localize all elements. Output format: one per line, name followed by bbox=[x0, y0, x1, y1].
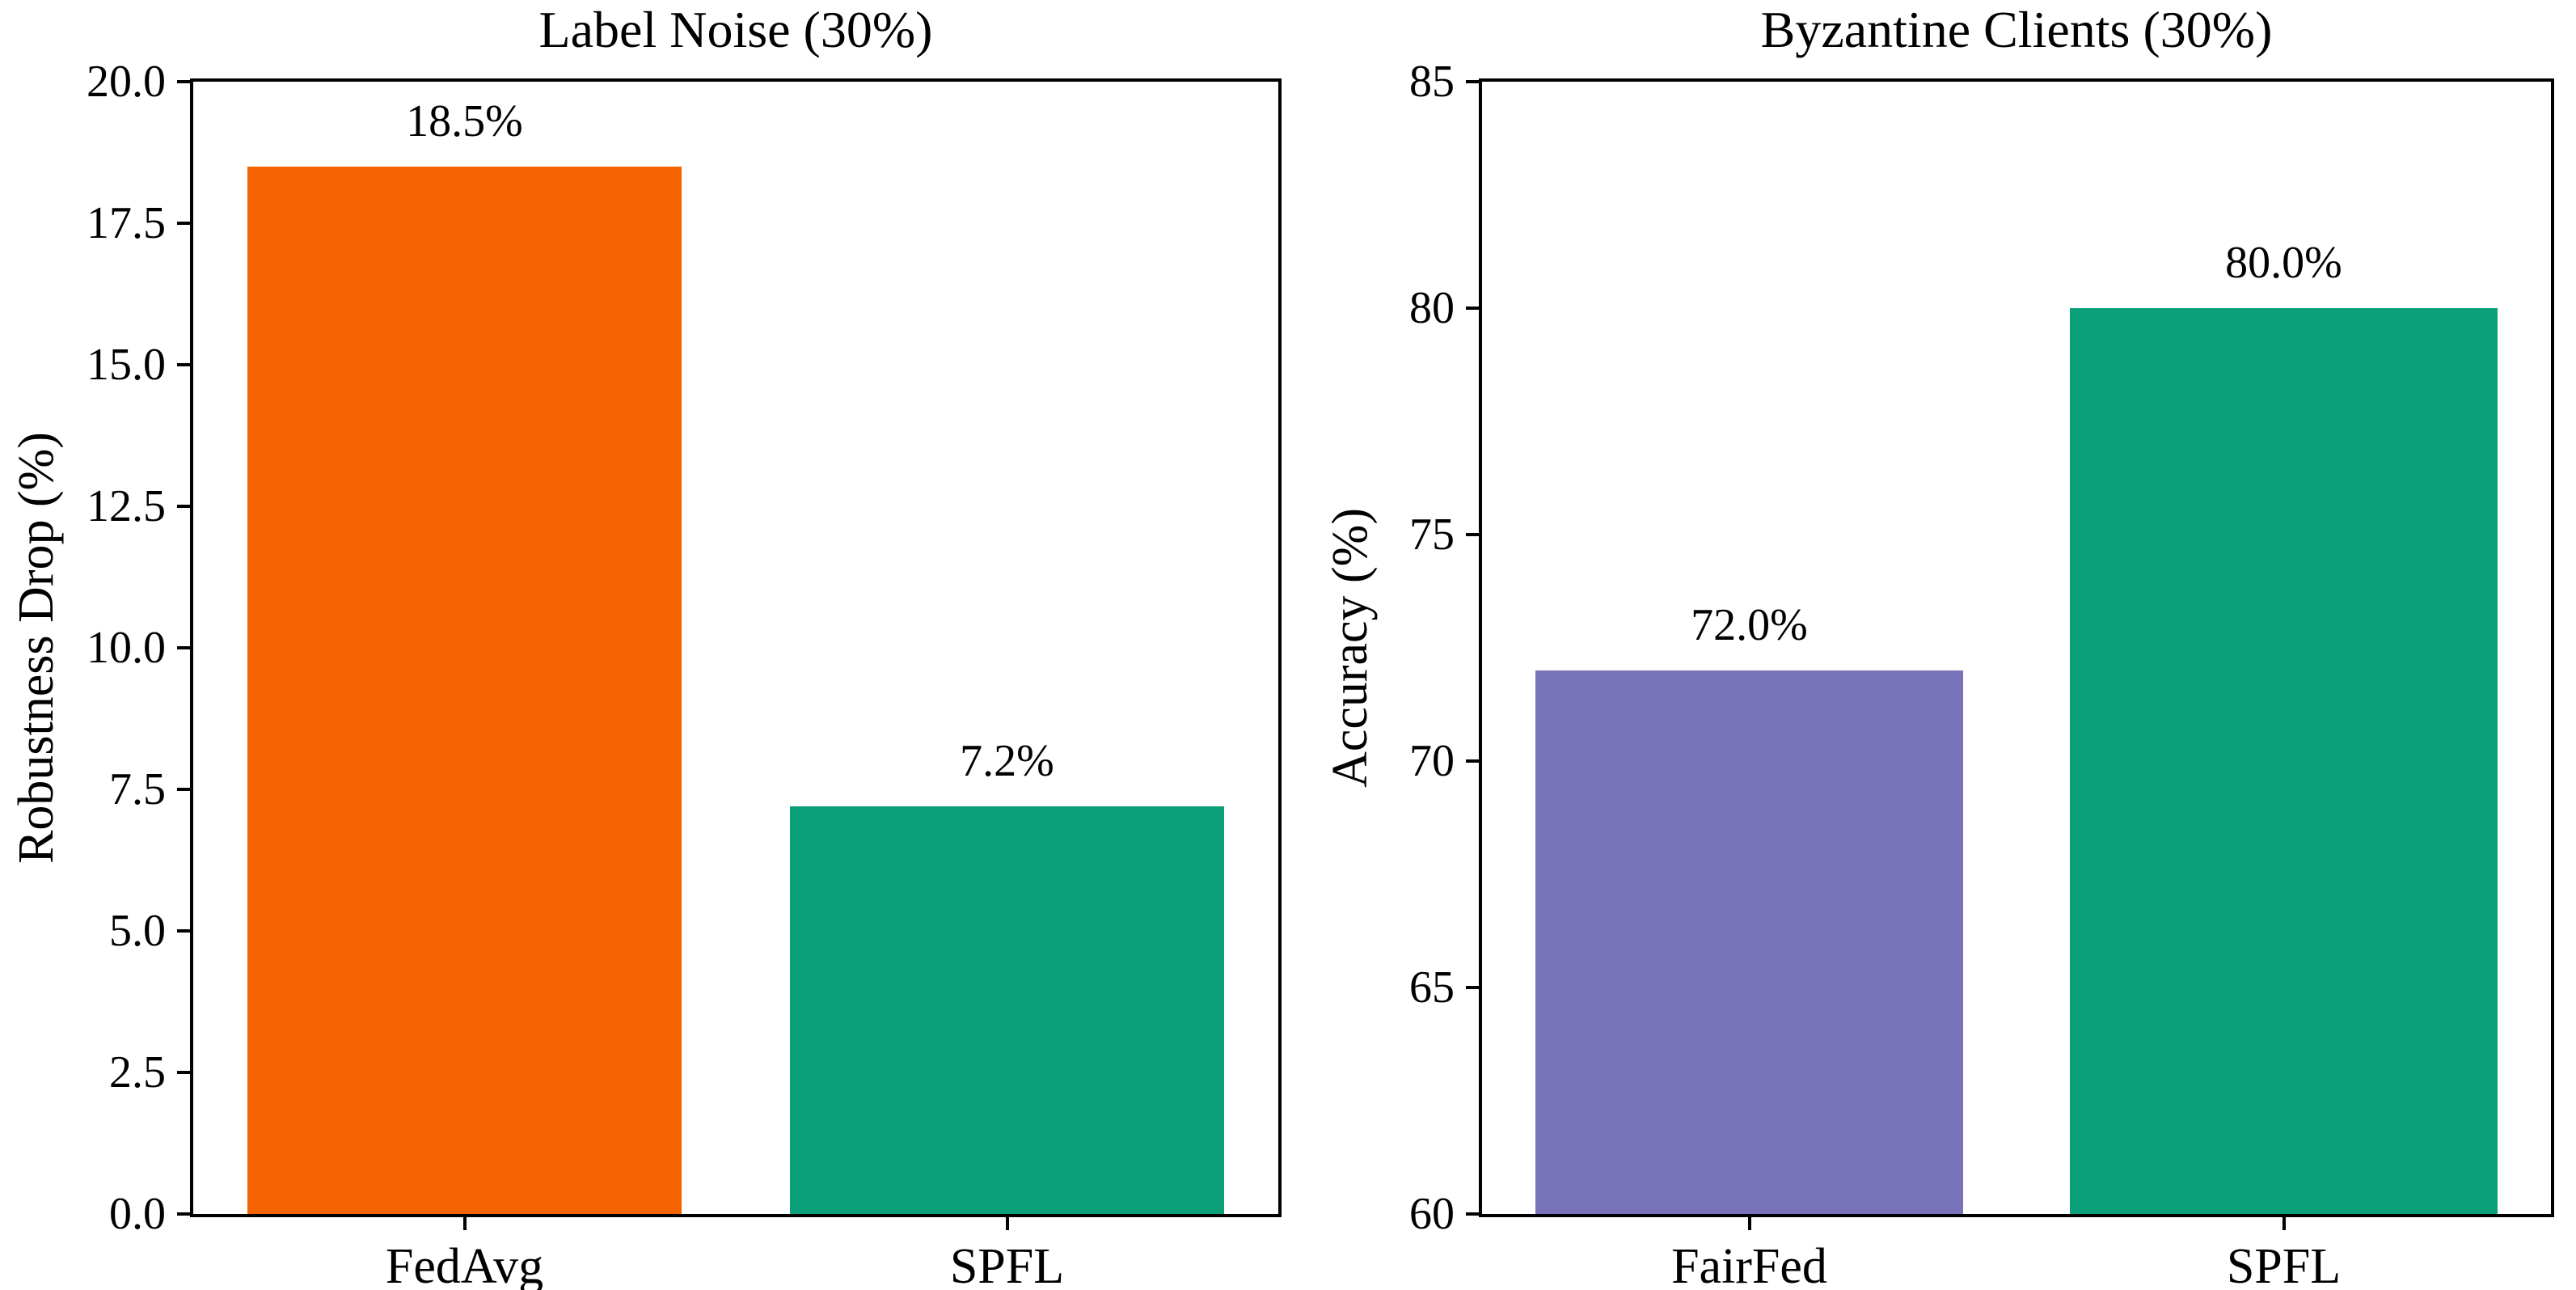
y-tick-label: 60 bbox=[1409, 1189, 1455, 1239]
x-tick-label: SPFL bbox=[949, 1239, 1065, 1290]
bar-value-label: 80.0% bbox=[2225, 238, 2342, 288]
y-tick-mark bbox=[177, 646, 190, 649]
chart-title-byzantine-clients: Byzantine Clients (30%) bbox=[1760, 1, 2273, 58]
bar-value-label: 72.0% bbox=[1691, 600, 1808, 650]
y-tick-label: 2.5 bbox=[109, 1047, 166, 1098]
y-tick-mark bbox=[1466, 1212, 1479, 1216]
y-tick-mark bbox=[1466, 533, 1479, 536]
y-tick-mark bbox=[1466, 307, 1479, 310]
y-axis-label-wrap-right: Accuracy (%) bbox=[1322, 78, 1379, 1217]
y-tick-mark bbox=[177, 363, 190, 366]
y-tick-mark bbox=[1466, 80, 1479, 83]
y-tick-label: 75 bbox=[1409, 510, 1455, 560]
x-tick-mark bbox=[1747, 1217, 1751, 1230]
y-tick-label: 85 bbox=[1409, 57, 1455, 107]
x-tick-label: FairFed bbox=[1671, 1239, 1827, 1290]
bar-spfl bbox=[790, 806, 1224, 1214]
y-tick-label: 65 bbox=[1409, 962, 1455, 1013]
chart-title-label-noise: Label Noise (30%) bbox=[538, 1, 933, 58]
y-tick-label: 80 bbox=[1409, 283, 1455, 333]
y-tick-label: 0.0 bbox=[109, 1189, 166, 1239]
bar-value-label: 7.2% bbox=[960, 736, 1054, 786]
y-tick-label: 7.5 bbox=[109, 764, 166, 814]
y-axis-label-robustness-drop: Robustness Drop (%) bbox=[9, 432, 64, 864]
plot-area-byzantine-clients: 60 65 70 75 80 85 72.0% FairFed 80.0% SPFL bbox=[1409, 59, 2554, 1290]
y-tick-label: 10.0 bbox=[87, 623, 166, 673]
y-tick-mark bbox=[177, 80, 190, 83]
y-tick-label: 70 bbox=[1409, 736, 1455, 786]
y-axis-label-wrap-left: Robustness Drop (%) bbox=[8, 78, 65, 1217]
x-tick-mark bbox=[2282, 1217, 2286, 1230]
bar-spfl bbox=[2070, 308, 2498, 1214]
y-tick-mark bbox=[177, 1071, 190, 1074]
y-tick-mark bbox=[177, 929, 190, 933]
x-tick-mark bbox=[1005, 1217, 1009, 1230]
y-tick-mark bbox=[1466, 986, 1479, 989]
y-tick-label: 17.5 bbox=[87, 198, 166, 248]
x-tick-mark bbox=[462, 1217, 467, 1230]
y-tick-mark bbox=[177, 1212, 190, 1216]
bar-value-label: 18.5% bbox=[406, 96, 523, 146]
y-tick-mark bbox=[177, 505, 190, 508]
plot-area-label-noise: 0.0 2.5 5.0 7.5 10.0 12.5 15.0 17.5 20.0 18.5% Fed… bbox=[87, 59, 1282, 1290]
bar-fairfed bbox=[1535, 670, 1963, 1214]
bar-fedavg bbox=[247, 167, 682, 1214]
y-tick-label: 20.0 bbox=[87, 57, 166, 107]
x-tick-label: SPFL bbox=[2226, 1239, 2342, 1290]
y-tick-mark bbox=[177, 788, 190, 791]
y-axis-label-accuracy: Accuracy (%) bbox=[1323, 508, 1378, 788]
y-tick-mark bbox=[177, 222, 190, 225]
y-tick-label: 15.0 bbox=[87, 340, 166, 390]
y-tick-mark bbox=[1466, 759, 1479, 763]
y-tick-label: 5.0 bbox=[109, 906, 166, 956]
x-tick-label: FedAvg bbox=[385, 1239, 544, 1290]
y-tick-label: 12.5 bbox=[87, 481, 166, 531]
